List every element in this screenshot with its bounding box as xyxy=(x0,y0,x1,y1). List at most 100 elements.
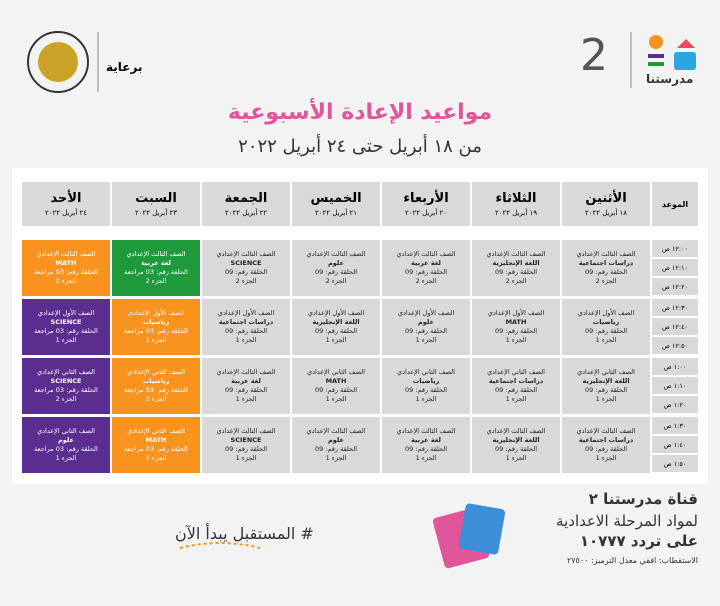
cell-line: الحلقة رقم: 03 مراجعة xyxy=(34,386,98,394)
cell-line: لغة عربية xyxy=(411,436,441,444)
blue-box xyxy=(458,503,506,555)
cell-line: SCIENCE xyxy=(50,377,82,385)
cell-line: دراسات اجتماعية xyxy=(218,318,274,326)
day-date: ١٩ أبريل ٢٠٢٢ xyxy=(494,209,538,217)
cell-line: الحلقة رقم: 09 xyxy=(404,445,448,453)
day-name: السبت xyxy=(135,191,177,206)
time-slot: ١:٢٠ ص xyxy=(652,396,698,413)
cell-line: الحلقة رقم: 09 xyxy=(224,386,268,394)
cell-line: الجزء 2 xyxy=(415,277,437,285)
cell-line: الصف الثاني الإعدادي xyxy=(487,368,545,376)
time-slot: ١٢:٥٠ ص xyxy=(652,337,698,354)
cell-line: دراسات اجتماعية xyxy=(578,259,634,267)
cell-line: الحلقة رقم: 03 مراجعة xyxy=(124,445,188,453)
schedule-cell: الصف الثالث الإعدادي لغة عربية الحلقة رقم:… xyxy=(382,417,470,473)
day-date: ٢٣ أبريل ٢٠٢٢ xyxy=(134,209,178,217)
cell-line: لغة عربية xyxy=(411,259,441,267)
cell-line: الحلقة رقم: 09 xyxy=(584,386,628,394)
cell-line: اللغة الإنجليزية xyxy=(582,377,630,385)
time-slot: ١:١٠ ص xyxy=(652,377,698,394)
schedule-cell: الصف الثاني الإعدادي SCIENCE الحلقة رقم: 0… xyxy=(22,358,110,414)
cell-line: الجزء 2 xyxy=(505,277,527,285)
cell-line: رياضيات xyxy=(142,318,170,326)
day-date: ٢٤ أبريل ٢٠٢٢ xyxy=(44,209,88,217)
cell-line: الجزء 1 xyxy=(325,336,347,344)
cell-line: MATH xyxy=(505,318,527,326)
cell-line: لغة عربية xyxy=(141,259,171,267)
cell-line: الصف الثاني الإعدادي xyxy=(127,368,185,376)
schedule-cell: الصف الثالث الإعدادي اللغة الإنجليزية الحل… xyxy=(472,240,560,296)
cell-line: الصف الثاني الإعدادي xyxy=(37,368,95,376)
time-slot: ١٢:٠٠ ص xyxy=(652,240,698,257)
schedule-cell: الصف الثالث الإعدادي علوم الحلقة رقم: 09 ال… xyxy=(292,417,380,473)
cell-line: اللغة الإنجليزية xyxy=(492,436,540,444)
subtitle: من ١٨ أبريل حتى ٢٤ أبريل ٢٠٢٢ xyxy=(238,136,482,157)
cell-line: الصف الأول الإعدادي xyxy=(397,309,455,317)
schedule-cell: الصف الثالث الإعدادي SCIENCE الحلقة رقم: 0… xyxy=(202,417,290,473)
cell-line: الحلقة رقم: 09 xyxy=(404,327,448,335)
cell-line: الصف الثالث الإعدادي xyxy=(216,427,276,435)
cell-line: الصف الثالث الإعدادي xyxy=(306,427,366,435)
cell-line: الصف الثالث الإعدادي xyxy=(486,427,546,435)
logo-bar xyxy=(648,54,664,58)
cell-line: الحلقة رقم: 09 xyxy=(494,327,538,335)
schedule-cell: الصف الأول الإعدادي اللغة الإنجليزية الحلق… xyxy=(292,299,380,355)
footer-frequency: على تردد ١٠٧٧٧ xyxy=(579,532,698,550)
corner-header: الموعد xyxy=(652,182,698,226)
time-slot: ١:٥٠ ص xyxy=(652,455,698,472)
schedule-cell: الصف الأول الإعدادي رياضيات الحلقة رقم: 03… xyxy=(112,299,200,355)
logo-bar xyxy=(648,62,664,66)
cell-line: الجزء 2 xyxy=(325,277,347,285)
cell-line: الصف الثالث الإعدادي xyxy=(216,368,276,376)
cell-line: الجزء 1 xyxy=(325,395,347,403)
day-name: الجمعة xyxy=(224,191,268,206)
cell-line: الجزء 2 xyxy=(145,395,167,403)
cell-line: الحلقة رقم: 09 xyxy=(404,268,448,276)
day-date: ٢٢ أبريل ٢٠٢٢ xyxy=(224,209,268,217)
cell-line: SCIENCE xyxy=(230,259,262,267)
cell-line: الحلقة رقم: 09 xyxy=(494,445,538,453)
cell-line: الصف الأول الإعدادي xyxy=(577,309,635,317)
logo-book xyxy=(674,52,696,70)
cell-line: الحلقة رقم: 03 مراجعة xyxy=(124,327,188,335)
cell-line: MATH xyxy=(325,377,347,385)
schedule-cell: الصف الثالث الإعدادي اللغة الإنجليزية الحل… xyxy=(472,417,560,473)
cell-line: الجزء 1 xyxy=(505,336,527,344)
cell-line: الحلقة رقم: 09 xyxy=(314,327,358,335)
cell-line: الصف الأول الإعدادي xyxy=(307,309,365,317)
day-header: الأثنين ١٨ أبريل ٢٠٢٢ xyxy=(562,182,650,226)
cell-line: علوم xyxy=(328,436,344,444)
time-slot: ١٢:٢٠ ص xyxy=(652,278,698,295)
schedule-cell: الصف الثالث الإعدادي SCIENCE الحلقة رقم: 0… xyxy=(202,240,290,296)
cell-line: الجزء 2 xyxy=(595,277,617,285)
cell-line: علوم xyxy=(58,436,74,444)
cell-line: رياضيات xyxy=(412,377,440,385)
day-header: الأحد ٢٤ أبريل ٢٠٢٢ xyxy=(22,182,110,226)
cell-line: الصف الأول الإعدادي xyxy=(217,309,275,317)
cell-line: الحلقة رقم: 09 xyxy=(494,268,538,276)
cell-line: لغة عربية xyxy=(231,377,261,385)
schedule-cell: الصف الأول الإعدادي MATH الحلقة رقم: 09 الج… xyxy=(472,299,560,355)
schedule-cell: الصف الثاني الإعدادي علوم الحلقة رقم: 03 م… xyxy=(22,417,110,473)
day-header: الثلاثاء ١٩ أبريل ٢٠٢٢ xyxy=(472,182,560,226)
cell-line: الجزء 1 xyxy=(415,454,437,462)
logo-roof xyxy=(677,39,695,48)
schedule-cell: الصف الأول الإعدادي SCIENCE الحلقة رقم: 03… xyxy=(22,299,110,355)
cell-line: الجزء 2 xyxy=(55,395,77,403)
cell-line: الصف الثاني الإعدادي xyxy=(127,427,185,435)
cell-line: الجزء 1 xyxy=(235,395,257,403)
time-slot: ١:٠٠ ص xyxy=(652,358,698,375)
cell-line: MATH xyxy=(55,259,77,267)
cell-line: SCIENCE xyxy=(50,318,82,326)
cell-line: الجزء 1 xyxy=(145,454,167,462)
cell-line: اللغة الإنجليزية xyxy=(492,259,540,267)
cell-line: الصف الثالث الإعدادي xyxy=(396,427,456,435)
cell-line: الجزء 1 xyxy=(415,336,437,344)
cell-line: الجزء 1 xyxy=(145,336,167,344)
day-date: ١٨ أبريل ٢٠٢٢ xyxy=(584,209,628,217)
cell-line: الحلقة رقم: 03 مراجعة xyxy=(34,327,98,335)
cell-line: الحلقة رقم: 09 xyxy=(404,386,448,394)
day-header: السبت ٢٣ أبريل ٢٠٢٢ xyxy=(112,182,200,226)
schedule-cell: الصف الثاني الإعدادي دراسات اجتماعية الحلق… xyxy=(472,358,560,414)
cell-line: الجزء 1 xyxy=(595,395,617,403)
